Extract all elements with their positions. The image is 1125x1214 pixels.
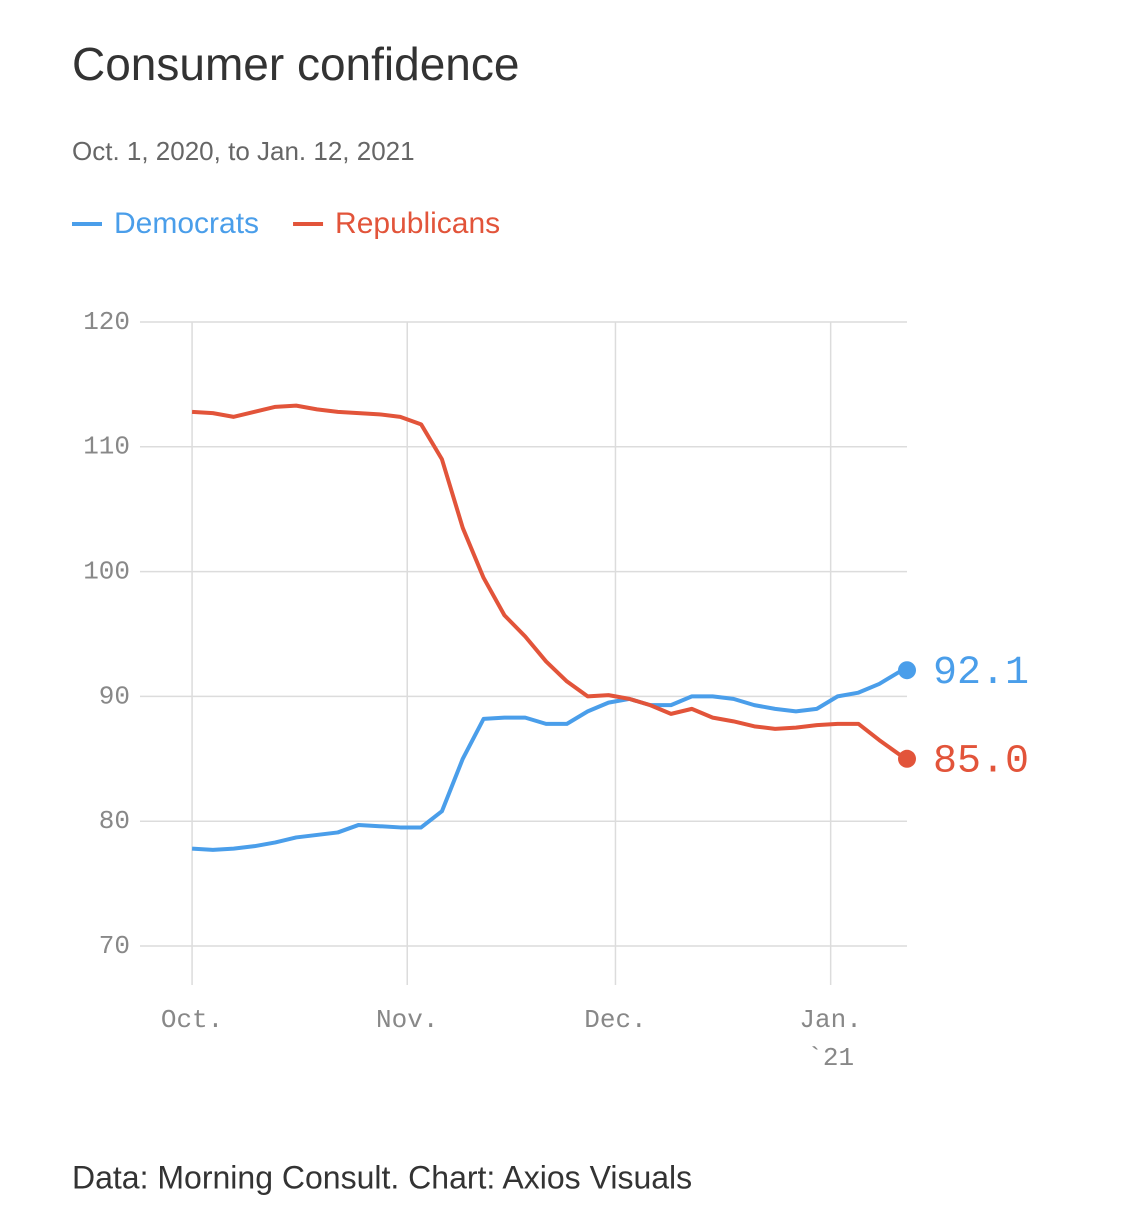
x-tick-label: Nov. [376, 1005, 438, 1035]
y-tick-label: 70 [99, 931, 130, 961]
x-tick-label: Jan. [799, 1005, 861, 1035]
y-tick-label: 100 [83, 556, 130, 586]
y-tick-label: 90 [99, 681, 130, 711]
end-dot [898, 749, 916, 768]
y-tick-label: 120 [83, 307, 130, 337]
y-tick-label: 80 [99, 806, 130, 836]
end-value-label: 92.1 [933, 651, 1029, 696]
chart-subtitle: Oct. 1, 2020, to Jan. 12, 2021 [72, 136, 415, 166]
end-value-label: 85.0 [933, 739, 1029, 784]
source-note: Data: Morning Consult. Chart: Axios Visu… [72, 1159, 692, 1195]
y-tick-label: 110 [83, 432, 130, 462]
chart-title: Consumer confidence [72, 38, 519, 90]
x-tick-label: Dec. [584, 1005, 646, 1035]
x-tick-year: `21 [807, 1043, 854, 1073]
legend-label: Republicans [335, 207, 500, 240]
legend-label: Democrats [114, 207, 259, 240]
end-dot [898, 661, 916, 680]
series-line [191, 403, 908, 761]
series-line [191, 668, 908, 852]
x-tick-label: Oct. [161, 1005, 223, 1035]
